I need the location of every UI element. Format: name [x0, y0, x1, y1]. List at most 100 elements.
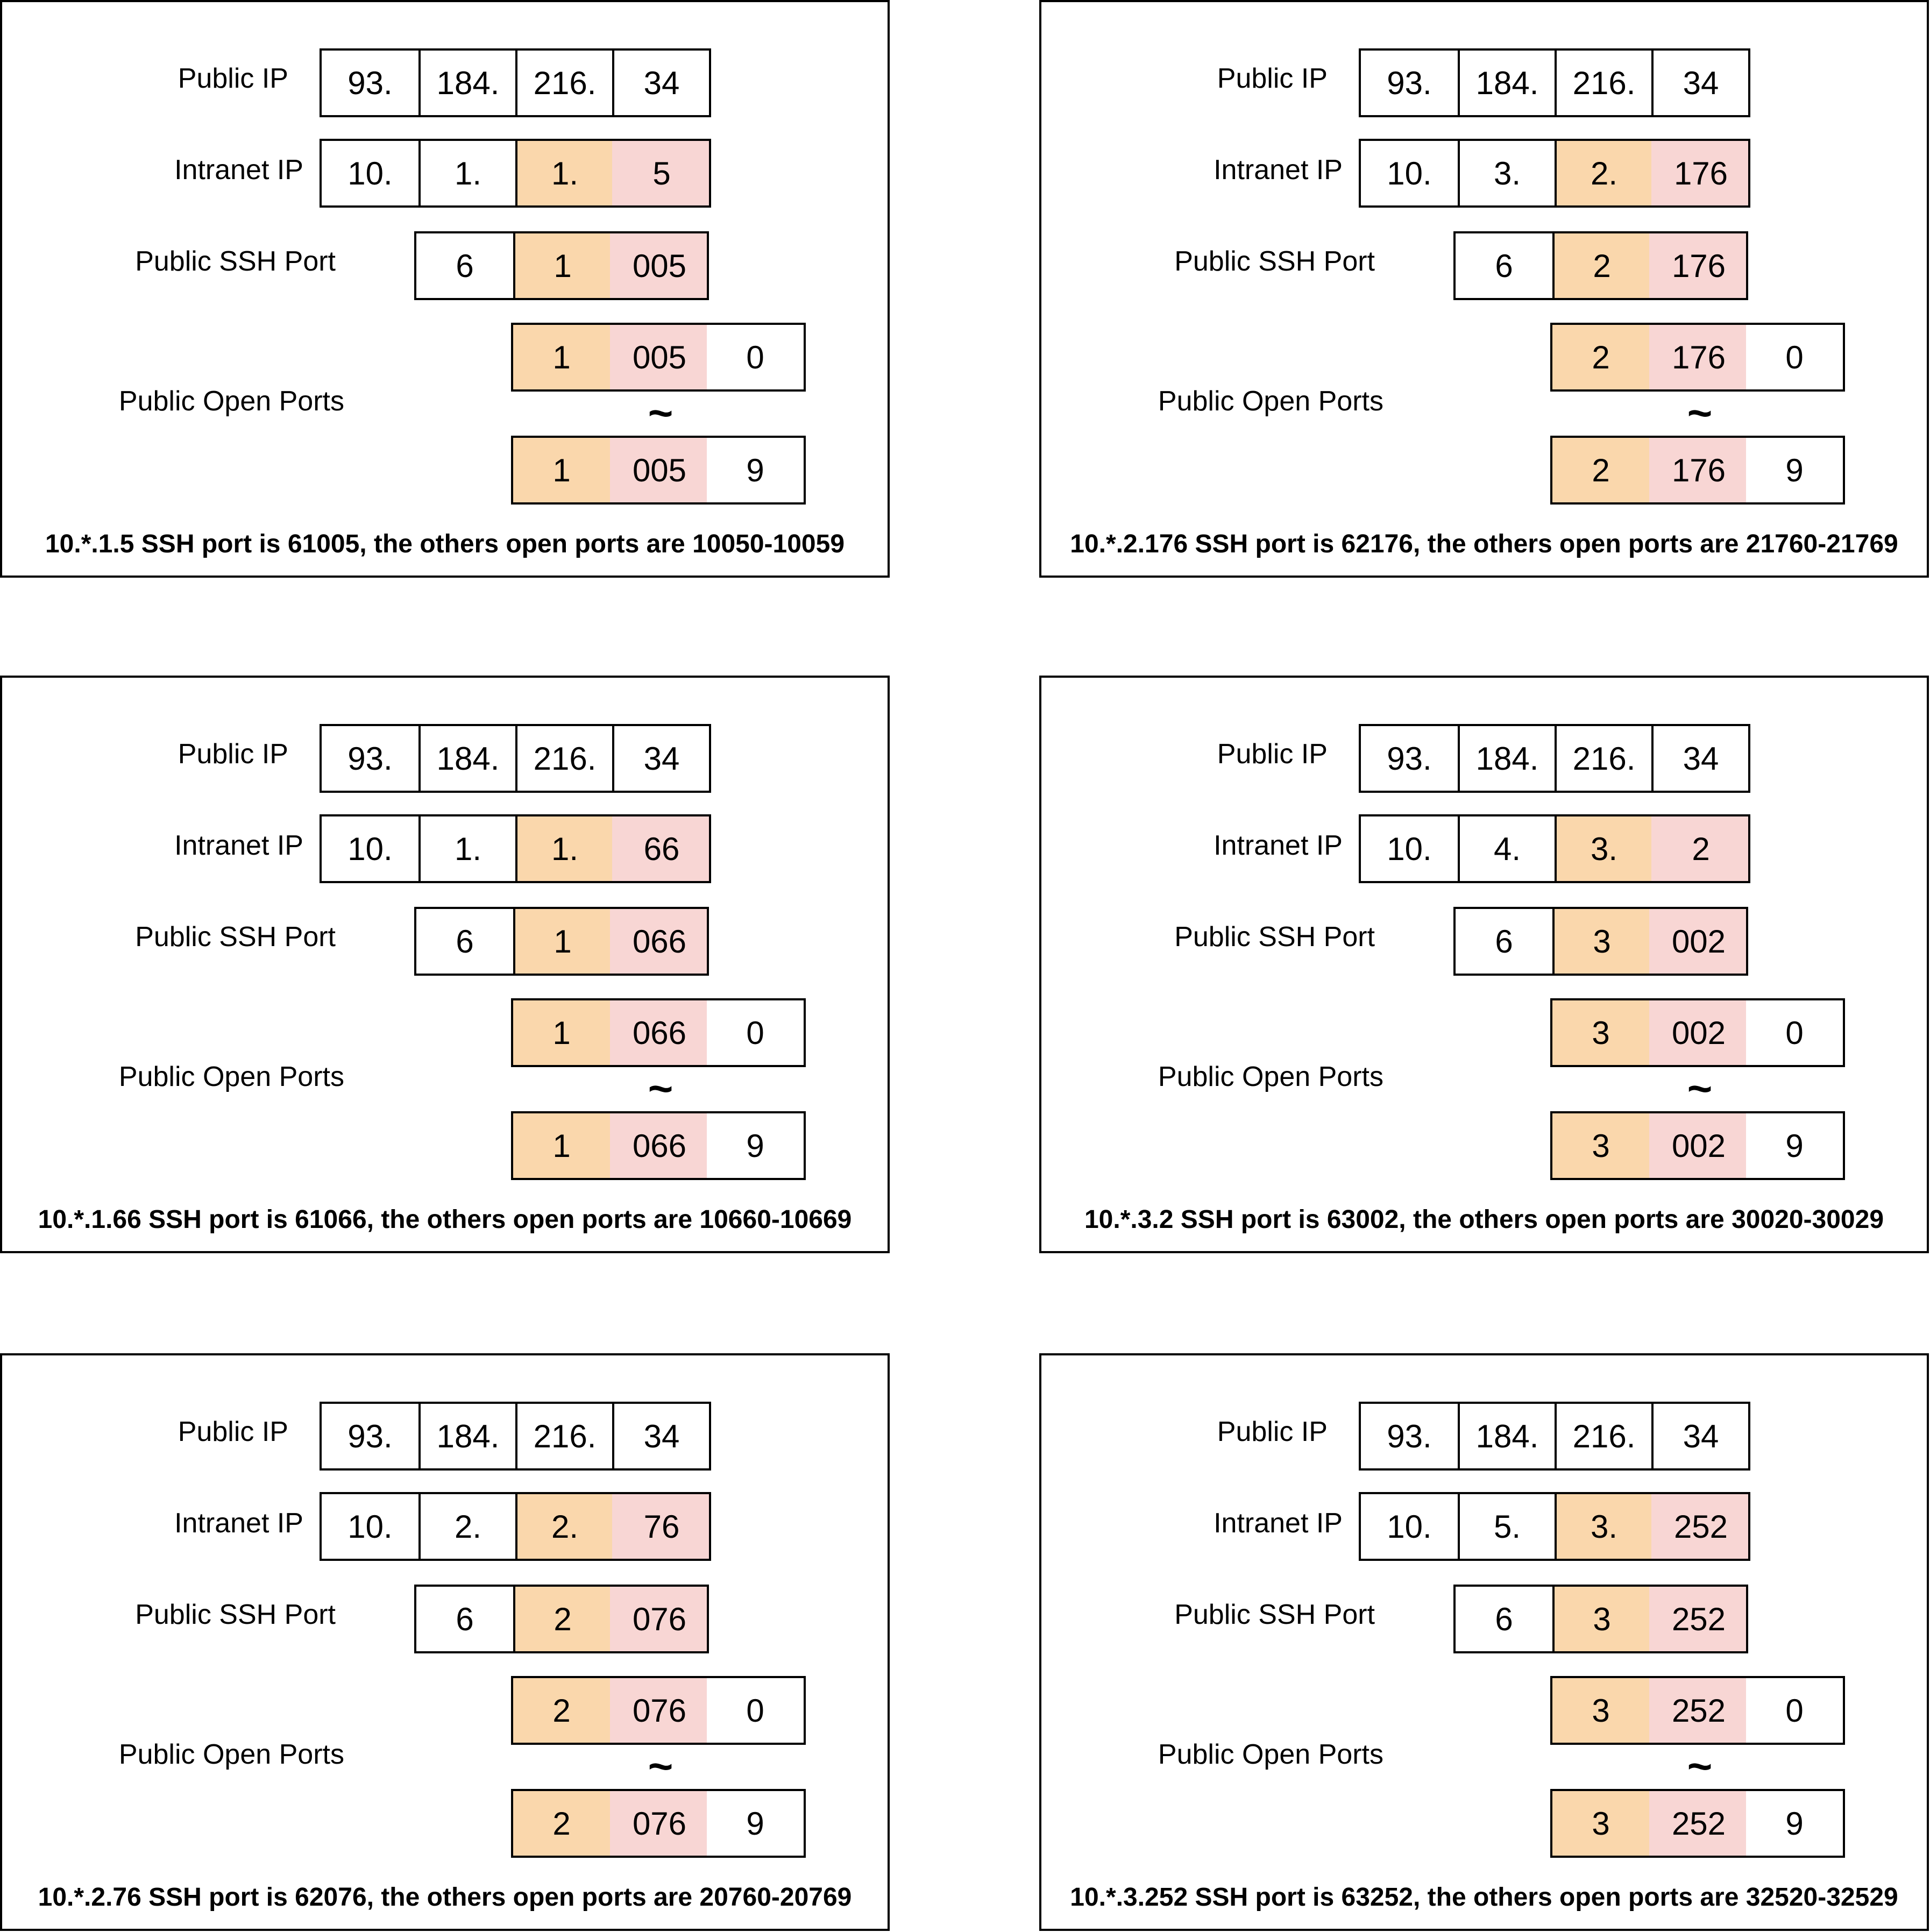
value-cell: 3 [1552, 1113, 1649, 1178]
value-cell: 6 [1495, 247, 1513, 284]
value-cell: 216. [515, 1404, 612, 1468]
value-cell: 252 [1649, 1587, 1746, 1651]
public-ip-label: Public IP [1217, 1416, 1328, 1447]
intranet-ip-label: Intranet IP [174, 154, 303, 186]
value-cell: 176 [1649, 233, 1746, 298]
value-cell: 10. [1387, 1508, 1432, 1545]
value-cell: 1 [513, 325, 610, 389]
value-cell: 93. [347, 1418, 393, 1454]
value-cell: 066 [610, 1113, 707, 1178]
mapping-panel: Public IP Intranet IP Public SSH Port Publi… [1039, 0, 1929, 578]
panel-caption: 10.*.2.76 SSH port is 62076, the others … [38, 1883, 852, 1912]
value-cell: 9 [1785, 1127, 1804, 1164]
range-tilde: ~ [1687, 389, 1713, 437]
value-cell: 10. [347, 155, 393, 191]
value-cell: 2 [513, 1587, 610, 1651]
public-ip-label: Public IP [178, 1416, 288, 1447]
value-cell: 3 [1552, 1587, 1649, 1651]
intranet-ip-boxes: 10. 1. 1. 5 [320, 139, 711, 208]
value-cell: 252 [1649, 1678, 1746, 1743]
value-cell: 93. [1387, 1418, 1432, 1454]
open-ports-end-boxes: 1 066 9 [511, 1111, 806, 1180]
value-cell: 3 [1552, 909, 1649, 974]
value-cell: 176 [1649, 438, 1746, 502]
value-cell: 184. [1458, 1404, 1555, 1468]
intranet-ip-label: Intranet IP [174, 1508, 303, 1539]
ssh-port-boxes: 6 3 002 [1453, 907, 1748, 976]
value-cell: 6 [456, 247, 474, 284]
value-cell: 3. [1555, 816, 1651, 881]
value-cell: 076 [610, 1791, 707, 1856]
value-cell: 2. [515, 1494, 612, 1559]
public-ip-boxes: 93. 184. 216. 34 [320, 1402, 711, 1471]
public-open-ports-label: Public Open Ports [1158, 1061, 1383, 1092]
panel-caption: 10.*.1.66 SSH port is 61066, the others … [38, 1205, 852, 1234]
value-cell: 3. [1458, 141, 1555, 205]
ssh-port-boxes: 6 1 066 [414, 907, 709, 976]
value-cell: 0 [746, 1692, 764, 1729]
value-cell: 0 [1785, 1692, 1804, 1729]
value-cell: 176 [1649, 325, 1746, 389]
value-cell: 2. [1555, 141, 1651, 205]
value-cell: 1 [513, 909, 610, 974]
public-ssh-port-label: Public SSH Port [1174, 921, 1375, 953]
value-cell: 005 [610, 438, 707, 502]
public-open-ports-label: Public Open Ports [118, 1061, 344, 1092]
public-ssh-port-label: Public SSH Port [1174, 246, 1375, 277]
intranet-ip-boxes: 10. 2. 2. 76 [320, 1492, 711, 1561]
value-cell: 10. [347, 1508, 393, 1545]
panel-caption: 10.*.3.252 SSH port is 63252, the others… [1070, 1883, 1898, 1912]
value-cell: 6 [456, 923, 474, 960]
public-ssh-port-label: Public SSH Port [135, 1599, 336, 1630]
intranet-ip-label: Intranet IP [1214, 1508, 1343, 1539]
value-cell: 184. [418, 51, 515, 115]
public-open-ports-label: Public Open Ports [118, 1739, 344, 1770]
panel-caption: 10.*.3.2 SSH port is 63002, the others o… [1084, 1205, 1884, 1234]
range-tilde: ~ [648, 389, 673, 437]
value-cell: 076 [610, 1587, 707, 1651]
intranet-ip-label: Intranet IP [1214, 830, 1343, 861]
value-cell: 1 [513, 233, 610, 298]
intranet-ip-boxes: 10. 5. 3. 252 [1359, 1492, 1750, 1561]
value-cell: 93. [1387, 65, 1432, 101]
value-cell: 066 [610, 1000, 707, 1065]
mapping-panel: Public IP Intranet IP Public SSH Port Publi… [0, 0, 890, 578]
open-ports-end-boxes: 3 002 9 [1550, 1111, 1845, 1180]
intranet-ip-boxes: 10. 3. 2. 176 [1359, 139, 1750, 208]
value-cell: 10. [1387, 830, 1432, 867]
value-cell: 3 [1552, 1678, 1649, 1743]
public-open-ports-label: Public Open Ports [118, 386, 344, 417]
value-cell: 216. [515, 726, 612, 791]
range-tilde: ~ [648, 1064, 673, 1112]
value-cell: 93. [1387, 740, 1432, 777]
mapping-panel: Public IP Intranet IP Public SSH Port Publi… [0, 1353, 890, 1931]
value-cell: 9 [746, 1127, 764, 1164]
value-cell: 002 [1649, 1113, 1746, 1178]
value-cell: 1 [513, 1113, 610, 1178]
range-tilde: ~ [1687, 1064, 1713, 1112]
public-ip-boxes: 93. 184. 216. 34 [1359, 724, 1750, 793]
panel-caption: 10.*.2.176 SSH port is 62176, the others… [1070, 530, 1898, 558]
open-ports-start-boxes: 2 076 0 [511, 1676, 806, 1745]
intranet-ip-label: Intranet IP [174, 830, 303, 861]
value-cell: 9 [746, 1805, 764, 1842]
range-tilde: ~ [648, 1742, 673, 1790]
value-cell: 252 [1651, 1494, 1748, 1559]
value-cell: 0 [1785, 339, 1804, 375]
value-cell: 076 [610, 1678, 707, 1743]
public-ssh-port-label: Public SSH Port [135, 921, 336, 953]
ssh-port-boxes: 6 2 176 [1453, 231, 1748, 300]
value-cell: 2 [1552, 438, 1649, 502]
value-cell: 66 [612, 816, 709, 881]
value-cell: 005 [610, 325, 707, 389]
value-cell: 002 [1649, 909, 1746, 974]
value-cell: 6 [456, 1601, 474, 1637]
value-cell: 2 [1552, 233, 1649, 298]
value-cell: 5 [612, 141, 709, 205]
value-cell: 9 [746, 452, 764, 488]
public-ip-label: Public IP [178, 738, 288, 770]
public-ip-label: Public IP [1217, 738, 1328, 770]
value-cell: 005 [610, 233, 707, 298]
value-cell: 3 [1552, 1000, 1649, 1065]
value-cell: 2 [513, 1678, 610, 1743]
